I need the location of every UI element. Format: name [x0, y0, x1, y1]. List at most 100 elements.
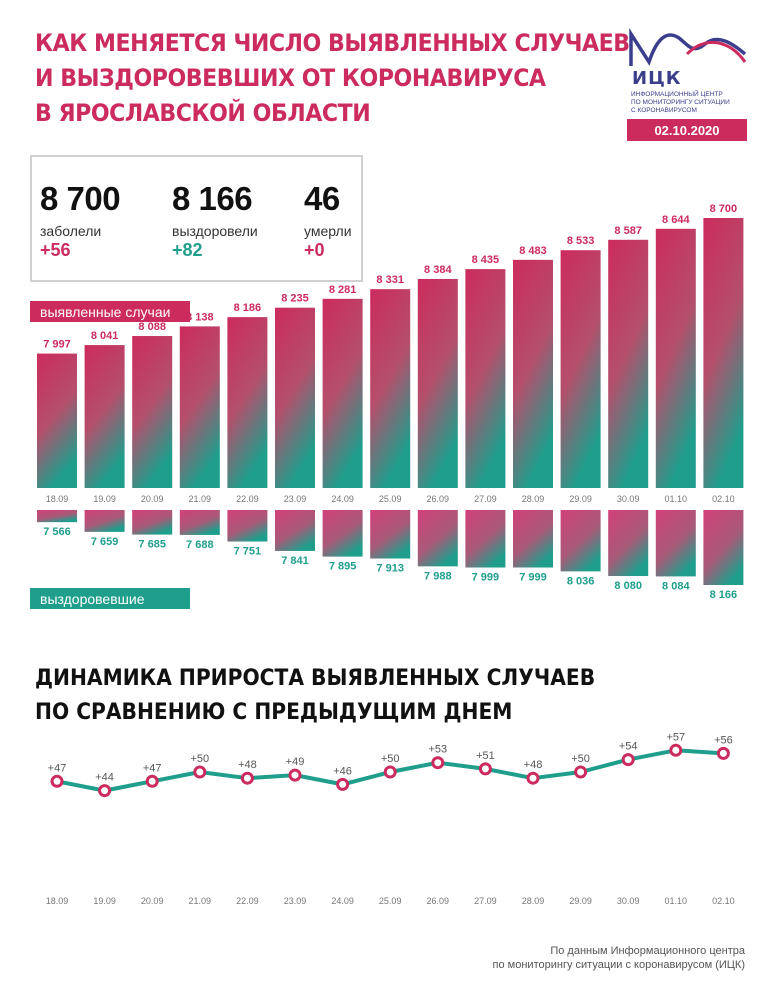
bar-recovered-24.09 — [322, 510, 363, 557]
growth-chart-title: ДИНАМИКА ПРИРОСТА ВЫЯВЛЕННЫХ СЛУЧАЕВ ПО … — [35, 662, 595, 730]
bar-category-label: 25.09 — [379, 494, 402, 504]
growth-x-tick: 22.09 — [236, 896, 259, 906]
growth-x-tick: 25.09 — [379, 896, 402, 906]
bar-cases-label: 8 644 — [662, 214, 690, 226]
growth-point-label: +56 — [714, 734, 733, 746]
bar-cases-label: 8 281 — [329, 284, 357, 296]
bar-recovered-label: 7 688 — [186, 539, 214, 551]
bar-recovered-25.09 — [370, 510, 411, 559]
bar-category-label: 19.09 — [93, 494, 116, 504]
bar-recovered-27.09 — [465, 510, 506, 568]
stat-sick-label: заболели — [40, 223, 102, 239]
bar-recovered-label: 8 036 — [567, 575, 595, 587]
bar-cases-23.09 — [275, 307, 315, 488]
bar-recovered-20.09 — [132, 510, 173, 535]
growth-point-23.09 — [288, 768, 302, 782]
logo-subtitle: ИНФОРМАЦИОННЫЙ ЦЕНТР ПО МОНИТОРИНГУ СИТУ… — [631, 91, 751, 115]
bar-category-label: 28.09 — [522, 494, 545, 504]
bar-recovered-label: 7 566 — [43, 526, 71, 538]
bar-recovered-label: 7 913 — [376, 562, 404, 574]
growth-point-01.10 — [669, 743, 683, 757]
growth-x-tick: 24.09 — [331, 896, 354, 906]
growth-point-26.09 — [431, 756, 445, 770]
bar-cases-label: 8 435 — [472, 254, 500, 266]
logo-subtitle-line: ИНФОРМАЦИОННЫЙ ЦЕНТР — [631, 91, 723, 98]
growth-point-label: +50 — [571, 753, 590, 765]
bar-cases-24.09 — [322, 298, 363, 488]
bar-recovered-18.09 — [37, 510, 77, 523]
growth-point-label: +51 — [476, 750, 495, 762]
growth-title-line: ДИНАМИКА ПРИРОСТА ВЫЯВЛЕННЫХ СЛУЧАЕВ — [35, 666, 596, 691]
growth-point-label: +53 — [428, 744, 447, 756]
logo-icon — [627, 28, 747, 68]
bar-recovered-label: 8 080 — [614, 580, 642, 592]
bar-recovered-label: 7 999 — [472, 572, 500, 584]
bar-category-label: 26.09 — [427, 494, 450, 504]
growth-x-tick: 18.09 — [46, 896, 69, 906]
bar-cases-label: 8 587 — [614, 225, 642, 237]
bar-category-label: 30.09 — [617, 494, 640, 504]
bar-category-label: 20.09 — [141, 494, 164, 504]
bar-cases-label: 8 041 — [91, 330, 119, 342]
bar-category-label: 29.09 — [569, 494, 592, 504]
bar-cases-30.09 — [608, 239, 649, 488]
growth-x-tick: 26.09 — [427, 896, 450, 906]
title-line: И ВЫЗДОРОВЕВШИХ ОТ КОРОНАВИРУСА — [35, 64, 546, 92]
bar-recovered-02.10 — [703, 510, 744, 585]
growth-point-label: +50 — [381, 753, 400, 765]
bar-cases-label: 8 483 — [519, 245, 547, 257]
growth-point-label: +49 — [286, 756, 305, 768]
bar-recovered-label: 7 841 — [281, 555, 309, 567]
bar-recovered-22.09 — [227, 510, 268, 542]
bar-cases-26.09 — [417, 278, 458, 488]
growth-x-tick: 23.09 — [284, 896, 307, 906]
source-line: по мониторингу ситуации с коронавирусом … — [492, 959, 745, 971]
growth-point-label: +48 — [524, 759, 543, 771]
stat-died-delta: +0 — [304, 240, 325, 260]
bar-recovered-label: 7 659 — [91, 536, 119, 548]
bar-cases-28.09 — [513, 259, 553, 488]
bar-recovered-21.09 — [179, 510, 220, 535]
growth-point-label: +47 — [48, 762, 67, 774]
stat-recovered: 8 166 выздоровели +82 — [172, 181, 258, 261]
bar-cases-29.09 — [560, 250, 601, 488]
bar-cases-label: 8 235 — [281, 293, 309, 305]
stat-died-label: умерли — [304, 223, 352, 239]
growth-point-21.09 — [193, 765, 207, 779]
bar-cases-label: 8 088 — [138, 321, 166, 333]
bar-category-label: 02.10 — [712, 494, 735, 504]
bar-cases-25.09 — [370, 289, 411, 488]
bar-cases-label: 8 138 — [186, 311, 214, 323]
growth-point-18.09 — [50, 774, 64, 788]
stat-recovered-value: 8 166 — [172, 180, 253, 217]
bar-cases-19.09 — [84, 345, 125, 488]
growth-x-tick: 19.09 — [93, 896, 116, 906]
logo-subtitle-line: С КОРОНАВИРУСОМ — [631, 107, 697, 114]
growth-point-label: +48 — [238, 759, 257, 771]
growth-x-tick: 28.09 — [522, 896, 545, 906]
bar-category-label: 27.09 — [474, 494, 497, 504]
bar-category-label: 18.09 — [46, 494, 69, 504]
bar-category-label: 23.09 — [284, 494, 307, 504]
bar-cases-label: 8 700 — [710, 203, 738, 215]
bar-cases-20.09 — [132, 336, 173, 488]
growth-x-tick: 29.09 — [569, 896, 592, 906]
stat-recovered-delta: +82 — [172, 240, 203, 260]
title-line: В ЯРОСЛАВСКОЙ ОБЛАСТИ — [35, 99, 371, 127]
growth-x-tick: 01.10 — [665, 896, 688, 906]
growth-point-label: +50 — [190, 753, 209, 765]
growth-x-tick: 20.09 — [141, 896, 164, 906]
stat-sick: 8 700 заболели +56 — [40, 180, 121, 261]
stat-sick-value: 8 700 — [40, 180, 121, 217]
bar-cases-02.10 — [703, 218, 744, 488]
bar-recovered-label: 8 084 — [662, 580, 690, 592]
title-line: КАК МЕНЯЕТСЯ ЧИСЛО ВЫЯВЛЕННЫХ СЛУЧАЕВ — [35, 29, 630, 57]
bar-recovered-28.09 — [513, 510, 553, 568]
growth-point-02.10 — [716, 746, 730, 760]
bar-category-label: 21.09 — [189, 494, 212, 504]
bar-category-label: 01.10 — [665, 494, 688, 504]
bar-recovered-26.09 — [417, 510, 458, 567]
bar-recovered-30.09 — [608, 510, 649, 576]
growth-title-line: ПО СРАВНЕНИЮ С ПРЕДЫДУЩИМ ДНЕМ — [35, 700, 513, 725]
